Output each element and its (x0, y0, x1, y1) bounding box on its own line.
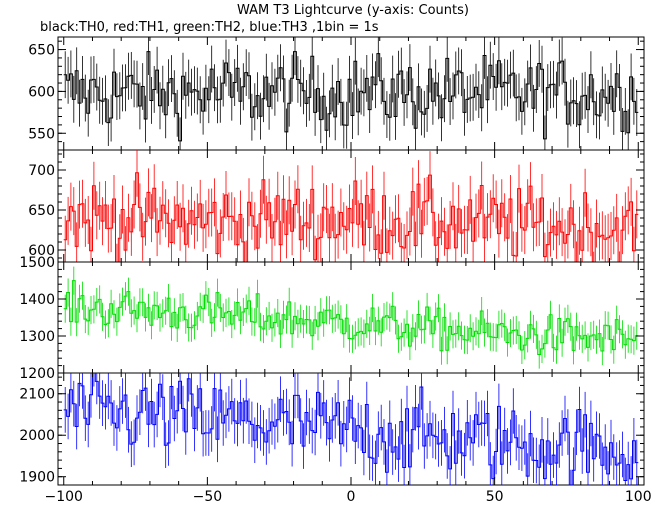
y-tick-label: 550 (28, 126, 55, 142)
step-line (63, 172, 639, 262)
panel-th1: 600 650 700 (28, 149, 645, 263)
series-th2 (63, 266, 639, 369)
error-bars (64, 266, 638, 369)
y-tick-label: 700 (28, 163, 55, 179)
x-tick-label: 0 (347, 489, 356, 505)
y-tick-label: 1200 (19, 366, 55, 382)
x-tick-label: 100 (625, 489, 651, 505)
step-line (63, 51, 639, 142)
x-tick-label: −100 (45, 489, 83, 505)
y-tick-label: 650 (28, 203, 55, 219)
y-tick-label: 2000 (19, 428, 55, 444)
y-tick-label: 600 (28, 84, 55, 100)
error-bars (64, 373, 638, 485)
series-th1 (63, 150, 639, 262)
y-tick-label: 1500 (19, 255, 55, 271)
y-tick-label: 2100 (19, 387, 55, 403)
y-tick-label: 650 (28, 43, 55, 59)
series-th3 (63, 373, 639, 485)
y-tick-label: 600 (28, 243, 55, 259)
panel-th3: 1900 2000 2100 (19, 372, 645, 486)
y-tick-label: 1300 (19, 329, 55, 345)
panel-th0: 550 600 650 (28, 36, 645, 151)
series-th0 (63, 37, 639, 150)
panel-th2: 1200 1300 1400 1500 (19, 255, 645, 382)
y-tick-label: 1400 (19, 292, 55, 308)
chart-title: WAM T3 Lightcurve (y-axis: Counts) (237, 3, 469, 18)
y-tick-label: 1900 (19, 470, 55, 486)
panels-group: 550 600 650 600 650 700 1200 1300 1400 1500 1900 20… (19, 36, 645, 486)
error-bars (64, 150, 638, 262)
step-line (63, 373, 639, 485)
chart-subtitle: black:TH0, red:TH1, green:TH2, blue:TH3 … (40, 20, 379, 35)
step-line (63, 280, 639, 355)
x-axis: −100 −50 0 50 100 (45, 489, 651, 505)
x-tick-label: −50 (193, 489, 223, 505)
x-tick-label: 50 (486, 489, 504, 505)
